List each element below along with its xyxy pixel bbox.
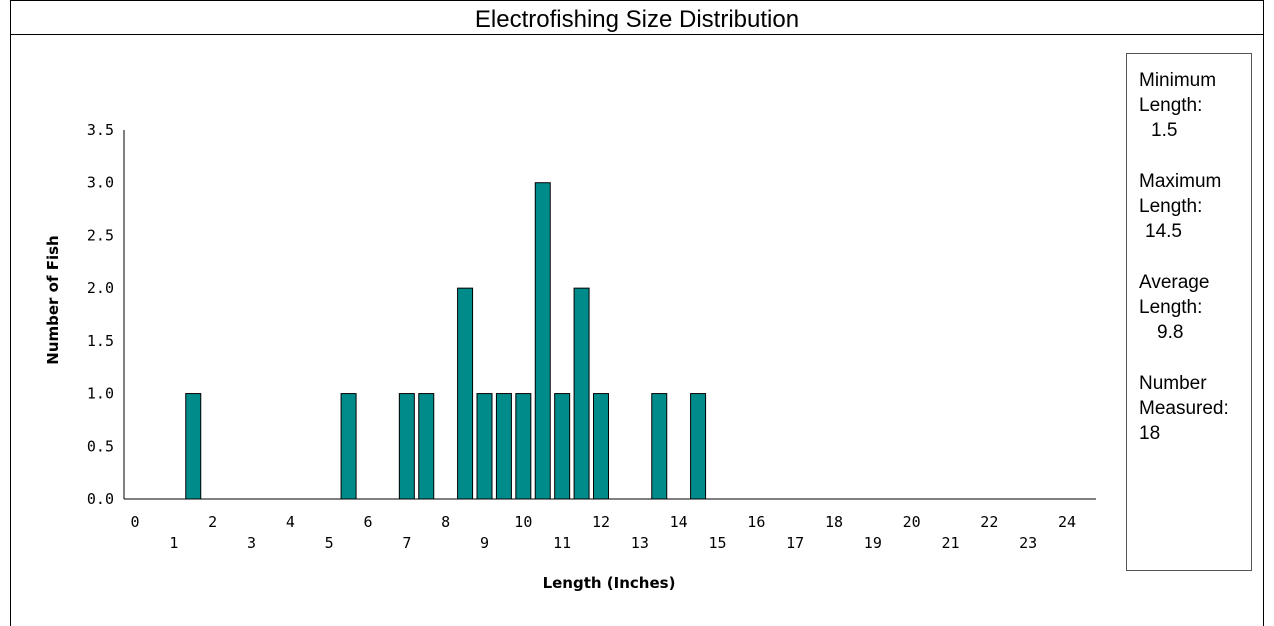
x-tick-label: 24: [1058, 513, 1076, 531]
x-tick-label: 11: [553, 534, 571, 552]
y-tick-label: 3.0: [87, 174, 114, 192]
bar: [690, 393, 707, 500]
stat-max-label-2: Length:: [1139, 196, 1203, 217]
y-tick-label: 0.0: [87, 490, 114, 508]
x-tick-label: 12: [592, 513, 610, 531]
x-tick-label: 5: [325, 534, 334, 552]
y-tick-labels: 0.0 0.5 1.0 1.5 2.0 2.5 3.0 3.5: [87, 121, 114, 508]
x-tick-label: 4: [286, 513, 295, 531]
x-tick-label: 23: [1019, 534, 1037, 552]
bar: [534, 182, 551, 500]
stat-avg-value: 9.8: [1157, 322, 1184, 343]
x-tick-label: 15: [708, 534, 726, 552]
bar: [554, 393, 571, 500]
y-tick-label: 0.5: [87, 437, 114, 455]
x-tick-label: 20: [903, 513, 921, 531]
y-tick-label: 1.5: [87, 332, 114, 350]
title-bar: Electrofishing Size Distribution: [11, 0, 1263, 35]
bar: [515, 393, 532, 500]
bar: [651, 393, 668, 500]
stat-avg-label-1: Average: [1139, 272, 1210, 293]
x-tick-label: 9: [480, 534, 489, 552]
stat-min-label-2: Length:: [1139, 95, 1203, 116]
x-tick-label: 21: [941, 534, 959, 552]
stat-min-label-1: Minimum: [1139, 70, 1217, 91]
x-tick-label: 7: [402, 534, 411, 552]
stats-panel: Minimum Length: 1.5 Maximum Length: 14.5…: [1126, 53, 1252, 571]
bar: [398, 393, 415, 500]
x-tick-label: 8: [441, 513, 450, 531]
stat-num-value: 18: [1139, 423, 1161, 444]
x-tick-label: 6: [363, 513, 372, 531]
x-tick-label: 1: [169, 534, 178, 552]
x-tick-label: 22: [980, 513, 998, 531]
x-tick-label: 10: [514, 513, 532, 531]
bar: [340, 393, 357, 500]
bar: [593, 393, 609, 500]
bar: [476, 393, 493, 500]
bar: [495, 393, 512, 500]
x-tick-label: 19: [864, 534, 882, 552]
x-tick-label: 18: [825, 513, 843, 531]
stat-average-length: Average Length: 9.8: [1139, 270, 1251, 345]
y-axis-title: Number of Fish: [44, 235, 62, 364]
x-tick-label: 3: [247, 534, 256, 552]
bar: [457, 287, 474, 500]
stat-max-label-1: Maximum: [1139, 171, 1222, 192]
stat-maximum-length: Maximum Length: 14.5: [1139, 169, 1251, 244]
x-tick-label: 0: [130, 513, 139, 531]
stat-avg-label-2: Length:: [1139, 297, 1203, 318]
stat-number-measured: Number Measured: 18: [1139, 371, 1251, 446]
chart-frame: Electrofishing Size Distribution Minimum…: [10, 0, 1264, 626]
x-tick-label: 16: [747, 513, 765, 531]
x-tick-label: 2: [208, 513, 217, 531]
y-tick-label: 3.5: [87, 121, 114, 139]
x-axis-title: Length (Inches): [543, 574, 676, 592]
stat-num-label-1: Number: [1139, 373, 1207, 394]
y-tick-label: 2.5: [87, 226, 114, 244]
x-tick-label: 13: [631, 534, 649, 552]
bar: [573, 287, 590, 500]
x-tick-label: 17: [786, 534, 804, 552]
y-tick-label: 2.0: [87, 279, 114, 297]
bar: [185, 393, 202, 500]
stat-max-value: 14.5: [1145, 221, 1182, 242]
x-tick-label: 14: [670, 513, 688, 531]
bars: [185, 182, 707, 500]
stat-num-label-2: Measured:: [1139, 398, 1229, 419]
stat-minimum-length: Minimum Length: 1.5: [1139, 68, 1251, 143]
stat-min-value: 1.5: [1151, 120, 1178, 141]
bar: [418, 393, 435, 500]
chart-title: Electrofishing Size Distribution: [474, 6, 800, 33]
y-tick-label: 1.0: [87, 385, 114, 403]
